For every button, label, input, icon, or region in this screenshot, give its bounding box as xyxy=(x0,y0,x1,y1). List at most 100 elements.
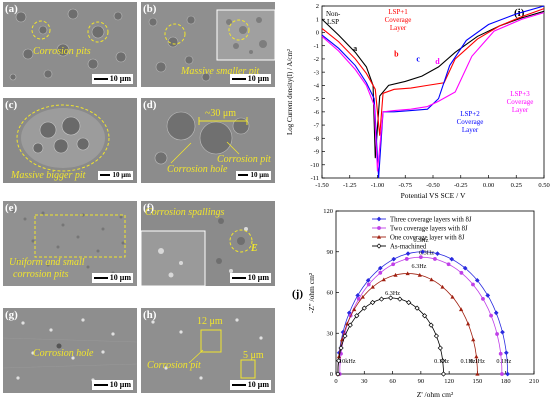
x-tick-label: 120 xyxy=(444,378,454,385)
data-point xyxy=(417,272,422,277)
legend-entry: Two coverage layers with 8J xyxy=(390,225,468,232)
data-point xyxy=(360,294,365,299)
panel-h: (h) 12 μm Corrosion pit 5 μm 10 μm xyxy=(141,308,275,393)
panel-label: (c) xyxy=(5,99,18,111)
scale-bar: 10 μm xyxy=(229,380,271,390)
data-point xyxy=(428,322,434,328)
data-point xyxy=(433,257,437,261)
y-tick-label: -6 xyxy=(314,109,320,116)
y-tick-label: -7 xyxy=(314,122,320,129)
y-tick-label: -9 xyxy=(314,149,319,156)
data-point xyxy=(505,371,511,377)
data-point xyxy=(450,294,455,299)
data-point xyxy=(449,256,455,262)
data-point xyxy=(440,284,445,289)
x-tick-label: 30 xyxy=(361,378,368,385)
scale-bar: 10 μm xyxy=(98,171,133,180)
annotation-non-lsp: Non-LSP xyxy=(326,10,341,26)
scale-bar: 10 μm xyxy=(236,171,271,180)
x-tick-label: -0.25 xyxy=(454,182,468,189)
annotation: Corrosion pits xyxy=(33,46,91,57)
sem-image-d xyxy=(141,98,275,183)
frequency-label: 0.1Hz xyxy=(461,358,476,365)
series-line-1 xyxy=(339,256,503,375)
x-tick-label: 180 xyxy=(501,378,511,385)
data-point xyxy=(475,371,480,376)
sem-image-f xyxy=(141,201,275,286)
data-point xyxy=(498,351,503,356)
data-point xyxy=(378,270,383,275)
data-point xyxy=(435,251,440,257)
panel-c: (c) Massive bigger pit 10 μm xyxy=(3,98,137,183)
annotation: Corrosion spallings xyxy=(145,207,225,218)
frequency-label: 6.3Hz xyxy=(411,263,426,270)
x-tick-label: 90 xyxy=(418,378,425,385)
data-point xyxy=(422,313,428,319)
data-point xyxy=(377,265,383,271)
data-point xyxy=(429,277,434,282)
x-tick-label: -0.50 xyxy=(426,182,440,189)
series-line-a xyxy=(321,10,545,159)
panel-label: (g) xyxy=(5,309,18,321)
chart-label-j: (j) xyxy=(292,288,303,300)
data-point xyxy=(376,234,382,239)
x-axis-label: Potential VS SCE / V xyxy=(401,191,466,200)
data-point xyxy=(503,350,509,356)
data-point xyxy=(481,297,485,301)
series-line-0 xyxy=(337,251,508,375)
data-point xyxy=(437,345,443,351)
y-tick-label: 0 xyxy=(316,30,319,37)
frequency-label: 0.1Hz xyxy=(496,358,511,365)
sem-image-c xyxy=(3,98,137,183)
annotation: E xyxy=(251,243,258,254)
data-point xyxy=(336,358,342,364)
sem-image-h xyxy=(141,308,275,393)
x-tick-label: 0.50 xyxy=(538,182,549,189)
data-point xyxy=(366,282,371,287)
y-axis-label: Log Current density(I) / A/cm² xyxy=(286,49,294,135)
y-tick-label: -11 xyxy=(311,175,319,182)
data-point xyxy=(381,277,386,282)
data-point xyxy=(378,296,385,302)
y-tick-label: 120 xyxy=(323,208,333,215)
frequency-label: 6.3Hz xyxy=(413,237,428,244)
data-point xyxy=(376,216,382,222)
annotation: Uniform and small xyxy=(9,257,85,268)
series-line-2 xyxy=(337,273,478,375)
legend-entry: Three coverage layers with 8J xyxy=(390,216,472,223)
scale-bar: 10 μm xyxy=(229,74,271,84)
panel-g: (g) Corrosion hole 10 μm xyxy=(3,308,137,393)
data-point xyxy=(338,345,344,351)
y-tick-label: -8 xyxy=(314,136,319,143)
data-point xyxy=(433,333,440,339)
annotation: Corrosion pit xyxy=(217,154,271,165)
y-tick-label: -4 xyxy=(314,83,320,90)
data-point xyxy=(459,307,464,312)
data-point xyxy=(500,329,505,335)
legend-entry: One coverage layer with 8J xyxy=(390,234,465,241)
x-tick-label: 0 xyxy=(334,378,337,385)
data-point xyxy=(336,354,342,359)
data-point xyxy=(471,337,476,342)
annotation: 12 μm xyxy=(197,316,223,327)
panel-label: (b) xyxy=(143,3,157,15)
scale-bar: 10 μm xyxy=(91,380,133,390)
y-tick-label: 90 xyxy=(327,249,334,256)
scale-bar: 10 μm xyxy=(91,273,133,283)
annotation-lsp1: LSP+1 Coverage Layer xyxy=(385,8,412,32)
y-tick-label: 2 xyxy=(316,3,319,10)
data-point xyxy=(370,299,376,306)
frequency-label: 6.3Hz xyxy=(419,249,434,256)
data-point xyxy=(365,277,371,283)
x-tick-label: 60 xyxy=(389,378,396,385)
panel-label: (d) xyxy=(143,99,157,111)
data-point xyxy=(474,354,479,359)
annotation: Corrosion pit xyxy=(147,360,201,371)
data-point xyxy=(406,299,412,306)
annotation: Massive smaller pit xyxy=(181,66,260,77)
panel-f: (f) Corrosion spallings E 10 μm xyxy=(141,201,275,286)
data-point xyxy=(440,371,447,377)
data-point xyxy=(388,295,394,301)
y-tick-label: -10 xyxy=(310,162,319,169)
data-point xyxy=(356,297,361,301)
